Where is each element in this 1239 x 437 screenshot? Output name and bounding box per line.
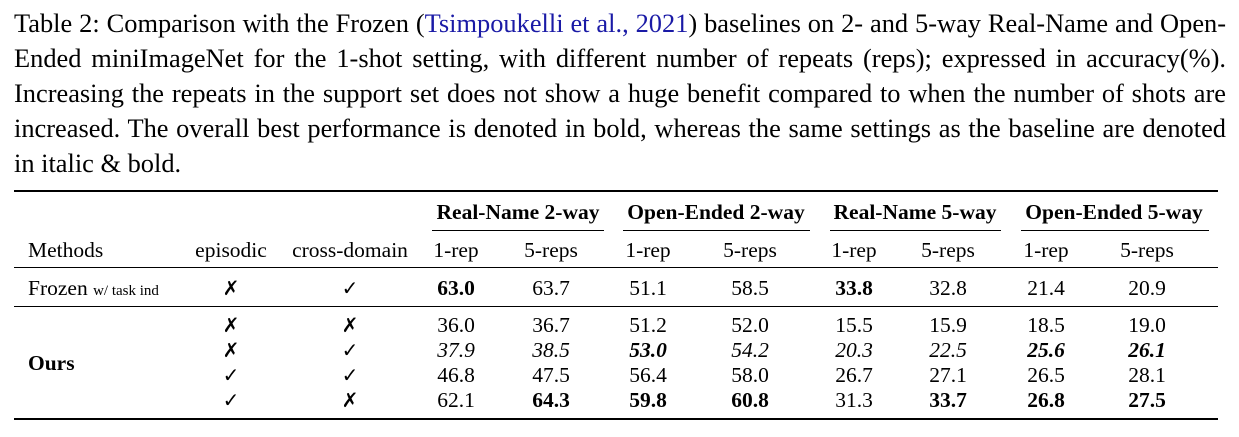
group-header: Real-Name 2-way xyxy=(436,200,600,224)
table-cell: 26.1 xyxy=(1128,338,1166,362)
table-cell: 37.9 xyxy=(437,338,475,362)
column-header: Methods xyxy=(28,238,104,262)
column-header: cross-domain xyxy=(292,238,408,262)
table-cell: 31.3 xyxy=(835,388,873,412)
table-cell: 58.5 xyxy=(731,276,769,300)
cross-mark-icon: ✗ xyxy=(222,276,240,300)
table-cell: 63.7 xyxy=(532,276,570,300)
citation-link[interactable]: Tsimpoukelli et al., 2021 xyxy=(424,8,689,38)
column-header: 1-rep xyxy=(1023,238,1069,262)
table-cell: 26.8 xyxy=(1027,388,1065,412)
table-cell: 22.5 xyxy=(929,338,967,362)
table-cell: 20.9 xyxy=(1128,276,1166,300)
table-cell: 19.0 xyxy=(1128,313,1166,337)
table-cell: 54.2 xyxy=(731,338,769,362)
caption-text-before: Comparison with the Frozen ( xyxy=(106,8,425,38)
cross-mark-icon: ✗ xyxy=(341,313,359,337)
cross-mark-icon: ✗ xyxy=(222,313,240,337)
baseline-method-name: Frozen xyxy=(28,276,88,300)
table-cell: 60.8 xyxy=(731,388,769,412)
group-header: Real-Name 5-way xyxy=(833,200,997,224)
caption-text-after: ) baselines on 2- and 5-way Real-Name an… xyxy=(14,8,1227,178)
table-cell: 36.0 xyxy=(437,313,475,337)
check-mark-icon: ✓ xyxy=(341,276,359,300)
column-header: 1-rep xyxy=(625,238,671,262)
table-cell: 51.2 xyxy=(629,313,667,337)
table-cell: 27.1 xyxy=(929,363,967,387)
table-cell: 15.9 xyxy=(929,313,967,337)
check-mark-icon: ✓ xyxy=(341,338,359,362)
table-cell: 64.3 xyxy=(532,388,570,412)
table-cell: 20.3 xyxy=(835,338,873,362)
cross-mark-icon: ✗ xyxy=(222,338,240,362)
column-header: 5-reps xyxy=(723,238,777,262)
table-cell: 56.4 xyxy=(629,363,667,387)
table-cell: 51.1 xyxy=(629,276,667,300)
check-mark-icon: ✓ xyxy=(222,363,240,387)
table-cell: 46.8 xyxy=(437,363,475,387)
group-rule-oe2 xyxy=(623,230,810,231)
table-cell: 36.7 xyxy=(532,313,570,337)
table-cell: 32.8 xyxy=(929,276,967,300)
group-header: Open-Ended 5-way xyxy=(1025,200,1203,224)
table-caption: Table 2: Comparison with the Frozen (Tsi… xyxy=(14,6,1226,181)
column-header: 5-reps xyxy=(1120,238,1174,262)
table-cell: 59.8 xyxy=(629,388,667,412)
group-rule-rn5 xyxy=(830,230,1001,231)
table-bottom-rule xyxy=(14,418,1218,420)
check-mark-icon: ✓ xyxy=(341,363,359,387)
column-header: episodic xyxy=(195,238,267,262)
ours-method-label: Ours xyxy=(28,351,75,375)
caption-label: Table 2: xyxy=(14,8,100,38)
table-cell: 28.1 xyxy=(1128,363,1166,387)
check-mark-icon: ✓ xyxy=(222,388,240,412)
column-header: 5-reps xyxy=(921,238,975,262)
table-cell: 26.7 xyxy=(835,363,873,387)
table-cell: 58.0 xyxy=(731,363,769,387)
table-cell: 52.0 xyxy=(731,313,769,337)
table-cell: 21.4 xyxy=(1027,276,1065,300)
group-rule-rn2 xyxy=(432,230,604,231)
table-cell: 15.5 xyxy=(835,313,873,337)
table-cell: 38.5 xyxy=(532,338,570,362)
group-rule-oe5 xyxy=(1021,230,1209,231)
table-top-rule xyxy=(14,190,1218,192)
column-header: 1-rep xyxy=(831,238,877,262)
baseline-method-suffix: w/ task ind xyxy=(93,283,159,299)
table-baseline-rule xyxy=(14,306,1218,307)
group-header: Open-Ended 2-way xyxy=(627,200,805,224)
table-header-rule xyxy=(14,267,1218,268)
table-cell: 47.5 xyxy=(532,363,570,387)
column-header: 1-rep xyxy=(433,238,479,262)
table-cell: 63.0 xyxy=(437,276,475,300)
table-cell: 27.5 xyxy=(1128,388,1166,412)
column-header: 5-reps xyxy=(524,238,578,262)
table-cell: 18.5 xyxy=(1027,313,1065,337)
cross-mark-icon: ✗ xyxy=(341,388,359,412)
table-cell: 33.7 xyxy=(929,388,967,412)
table-cell: 33.8 xyxy=(835,276,873,300)
table-cell: 53.0 xyxy=(629,338,667,362)
table-cell: 26.5 xyxy=(1027,363,1065,387)
baseline-method: Frozen w/ task ind xyxy=(28,276,159,303)
table-cell: 25.6 xyxy=(1027,338,1065,362)
table-cell: 62.1 xyxy=(437,388,475,412)
